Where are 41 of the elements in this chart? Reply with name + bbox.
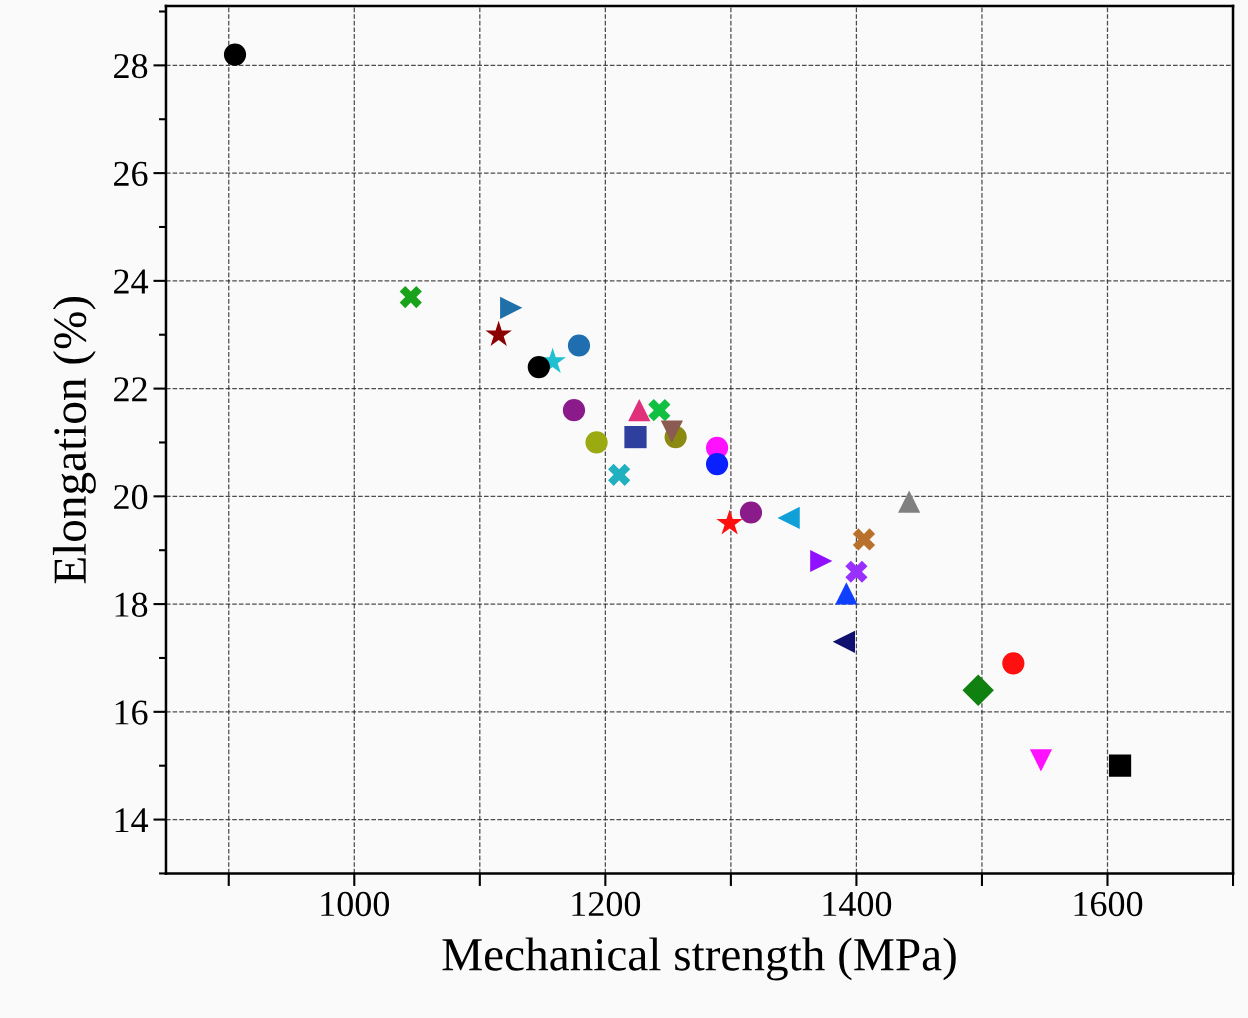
point: [399, 285, 422, 309]
point: [628, 399, 651, 422]
point: [585, 431, 608, 454]
point: [485, 320, 512, 346]
point: [223, 43, 247, 66]
y-tick-label: 22: [114, 377, 147, 402]
y-tick-label: 26: [114, 161, 148, 186]
point: [608, 463, 631, 486]
point: [500, 296, 523, 319]
point: [705, 452, 729, 476]
point: [1029, 749, 1053, 772]
point: [739, 501, 763, 524]
point: [835, 582, 858, 605]
point: [810, 549, 833, 573]
y-tick-label: 28: [114, 53, 148, 79]
point: [562, 399, 586, 422]
y-tick-label: 20: [114, 484, 148, 510]
y-axis-title: Elongation (%): [52, 296, 96, 584]
point: [898, 490, 921, 513]
x-tick-label: 1200: [572, 891, 641, 917]
point: [527, 355, 550, 379]
y-tick-label: 18: [115, 592, 148, 617]
point: [852, 528, 876, 551]
point: [1108, 754, 1132, 777]
y-tick-label: 24: [114, 269, 149, 294]
y-tick-label: 14: [115, 808, 149, 833]
point: [1002, 652, 1025, 675]
x-tick-label: 1400: [823, 891, 892, 917]
point: [832, 630, 855, 653]
point: [660, 420, 683, 443]
point: [777, 506, 800, 529]
point: [567, 334, 591, 357]
x-tick-label: 1600: [1074, 891, 1143, 917]
x-tick-label: 1000: [321, 891, 390, 917]
point: [716, 509, 743, 535]
x-axis-title: Mechanical strength (MPa): [442, 937, 956, 981]
y-tick-label: 16: [115, 700, 148, 725]
point: [624, 425, 647, 449]
point: [845, 560, 868, 583]
point: [962, 674, 994, 706]
point: [648, 399, 671, 422]
